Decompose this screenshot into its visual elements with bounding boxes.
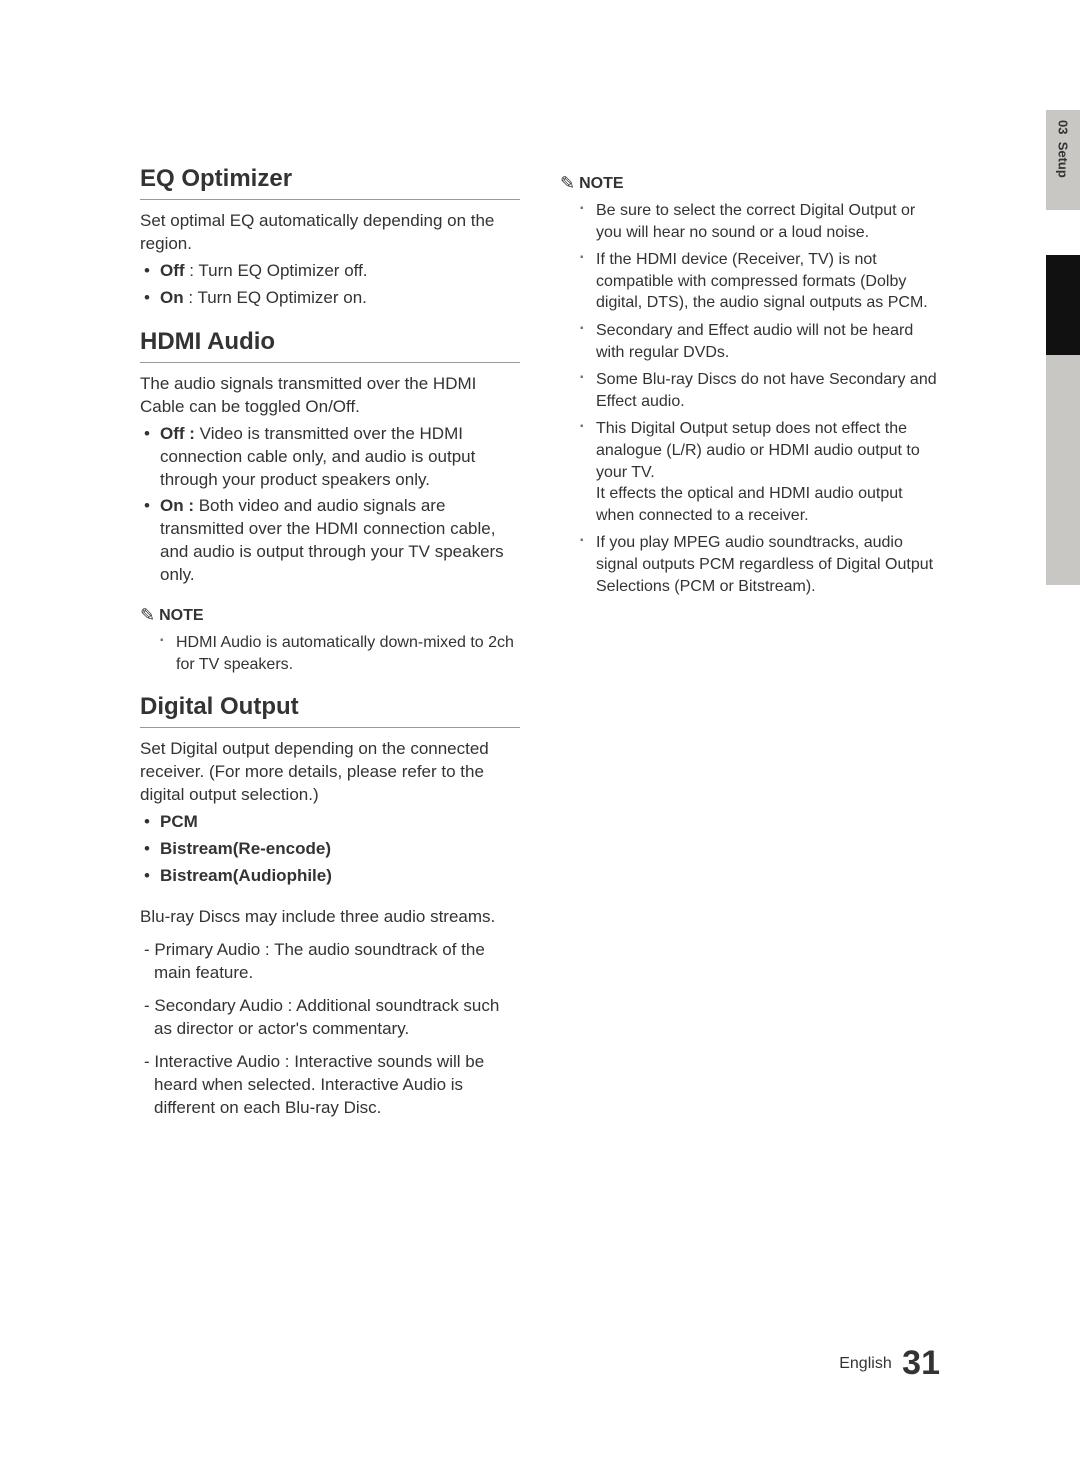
note-icon: ✎ (560, 173, 575, 194)
digital-opt-pcm: PCM (140, 811, 520, 834)
rnote-2: If the HDMI device (Receiver, TV) is not… (560, 249, 940, 314)
stream-primary: - Primary Audio : The audio soundtrack o… (140, 939, 520, 985)
rnote-6: If you play MPEG audio soundtracks, audi… (560, 532, 940, 597)
digital-intro: Set Digital output depending on the conn… (140, 738, 520, 807)
side-tab-label: 03 Setup (1046, 110, 1080, 210)
side-tab-fill (1046, 355, 1080, 585)
digital-opt-audiophile: Bistream(Audiophile) (140, 865, 520, 888)
stream-interactive: - Interactive Audio : Interactive sounds… (140, 1051, 520, 1120)
digital-streams: - Primary Audio : The audio soundtrack o… (140, 939, 520, 1120)
hdmi-title: HDMI Audio (140, 328, 520, 363)
eq-off: Off : Turn EQ Optimizer off. (140, 260, 520, 283)
footer-page-number: 31 (902, 1344, 940, 1382)
side-tab-marker (1046, 255, 1080, 355)
stream-secondary: - Secondary Audio : Additional soundtrac… (140, 995, 520, 1041)
hdmi-notes: HDMI Audio is automatically down-mixed t… (140, 632, 520, 675)
page-content: EQ Optimizer Set optimal EQ automaticall… (140, 165, 940, 1138)
page-footer: English 31 (839, 1344, 940, 1383)
chapter-number: 03 (1056, 120, 1071, 134)
eq-options: Off : Turn EQ Optimizer off. On : Turn E… (140, 260, 520, 310)
hdmi-options: Off : Video is transmitted over the HDMI… (140, 423, 520, 588)
rnote-4: Some Blu-ray Discs do not have Secondary… (560, 369, 940, 412)
eq-on: On : Turn EQ Optimizer on. (140, 287, 520, 310)
right-notes: Be sure to select the correct Digital Ou… (560, 200, 940, 597)
side-tab: 03 Setup (1046, 110, 1080, 585)
left-column: EQ Optimizer Set optimal EQ automaticall… (140, 165, 520, 1138)
digital-title: Digital Output (140, 693, 520, 728)
note-icon: ✎ (140, 605, 155, 626)
digital-streams-intro: Blu-ray Discs may include three audio st… (140, 906, 520, 929)
digital-options: PCM Bistream(Re-encode) Bistream(Audioph… (140, 811, 520, 888)
footer-lang: English (839, 1355, 891, 1372)
rnote-5: This Digital Output setup does not effec… (560, 418, 940, 526)
hdmi-intro: The audio signals transmitted over the H… (140, 373, 520, 419)
hdmi-note-header: ✎ NOTE (140, 605, 520, 626)
right-note-header: ✎ NOTE (560, 173, 940, 194)
right-column: ✎ NOTE Be sure to select the correct Dig… (560, 165, 940, 1138)
hdmi-note-1: HDMI Audio is automatically down-mixed t… (140, 632, 520, 675)
eq-intro: Set optimal EQ automatically depending o… (140, 210, 520, 256)
hdmi-off: Off : Video is transmitted over the HDMI… (140, 423, 520, 492)
note-label: NOTE (579, 175, 623, 193)
digital-opt-reencode: Bistream(Re-encode) (140, 838, 520, 861)
hdmi-on: On : Both video and audio signals are tr… (140, 495, 520, 587)
chapter-title: Setup (1056, 142, 1071, 178)
rnote-3: Secondary and Effect audio will not be h… (560, 320, 940, 363)
rnote-1: Be sure to select the correct Digital Ou… (560, 200, 940, 243)
note-label: NOTE (159, 607, 203, 625)
eq-title: EQ Optimizer (140, 165, 520, 200)
